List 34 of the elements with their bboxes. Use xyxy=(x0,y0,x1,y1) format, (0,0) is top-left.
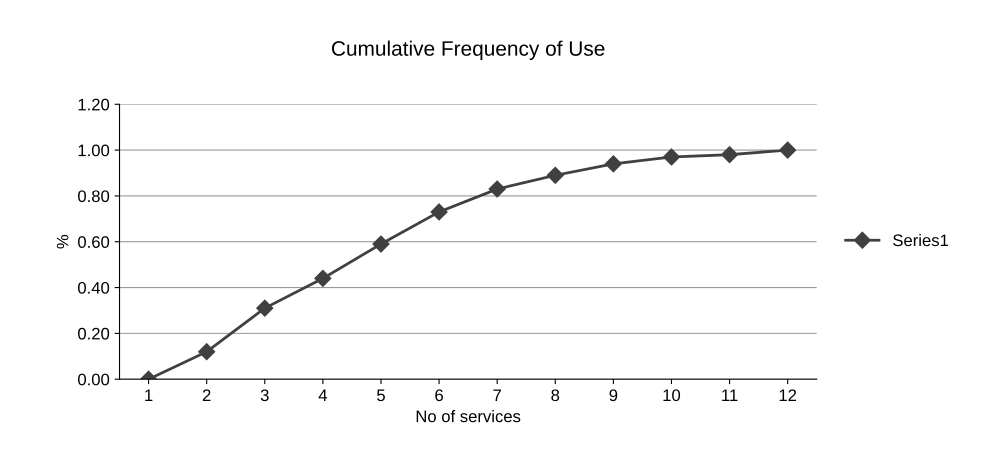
x-tick-label: 4 xyxy=(318,390,328,401)
y-tick-label: 0.80 xyxy=(78,190,110,202)
point xyxy=(198,343,216,360)
x-tick-label: 9 xyxy=(610,389,618,402)
x-tick-label: 5 xyxy=(377,390,385,402)
point xyxy=(256,300,274,317)
point xyxy=(314,270,332,287)
point xyxy=(779,142,796,159)
y-tick-label: 0.40 xyxy=(78,282,110,294)
y-tick-label: 0.20 xyxy=(78,328,110,340)
point xyxy=(546,166,564,184)
x-axis-title: No of services xyxy=(416,410,520,422)
y-axis-title: % xyxy=(56,234,68,249)
x-tick-label: 8 xyxy=(551,389,560,402)
y-tick-label: 1.20 xyxy=(78,98,110,110)
chart-title: Cumulative Frequency of Use xyxy=(332,40,604,60)
point xyxy=(662,148,680,166)
y-tick-label: 1.00 xyxy=(78,144,110,156)
point xyxy=(430,203,448,221)
x-tick-label: 2 xyxy=(202,389,210,401)
x-tick-label: 11 xyxy=(722,390,738,401)
x-tick-label: 12 xyxy=(780,389,796,401)
point xyxy=(721,146,738,164)
x-tick-label: 10 xyxy=(663,389,680,402)
point xyxy=(604,155,622,172)
x-tick-label: 3 xyxy=(260,389,269,402)
legend-label: Series1 xyxy=(893,234,948,246)
point xyxy=(488,180,506,198)
x-tick-label: 6 xyxy=(435,389,443,402)
y-tick-label: 0.60 xyxy=(78,236,110,248)
x-tick-label: 7 xyxy=(493,390,501,401)
point xyxy=(372,235,390,253)
y-tick-label: 0.00 xyxy=(78,374,110,386)
x-tick-label: 1 xyxy=(145,390,152,401)
